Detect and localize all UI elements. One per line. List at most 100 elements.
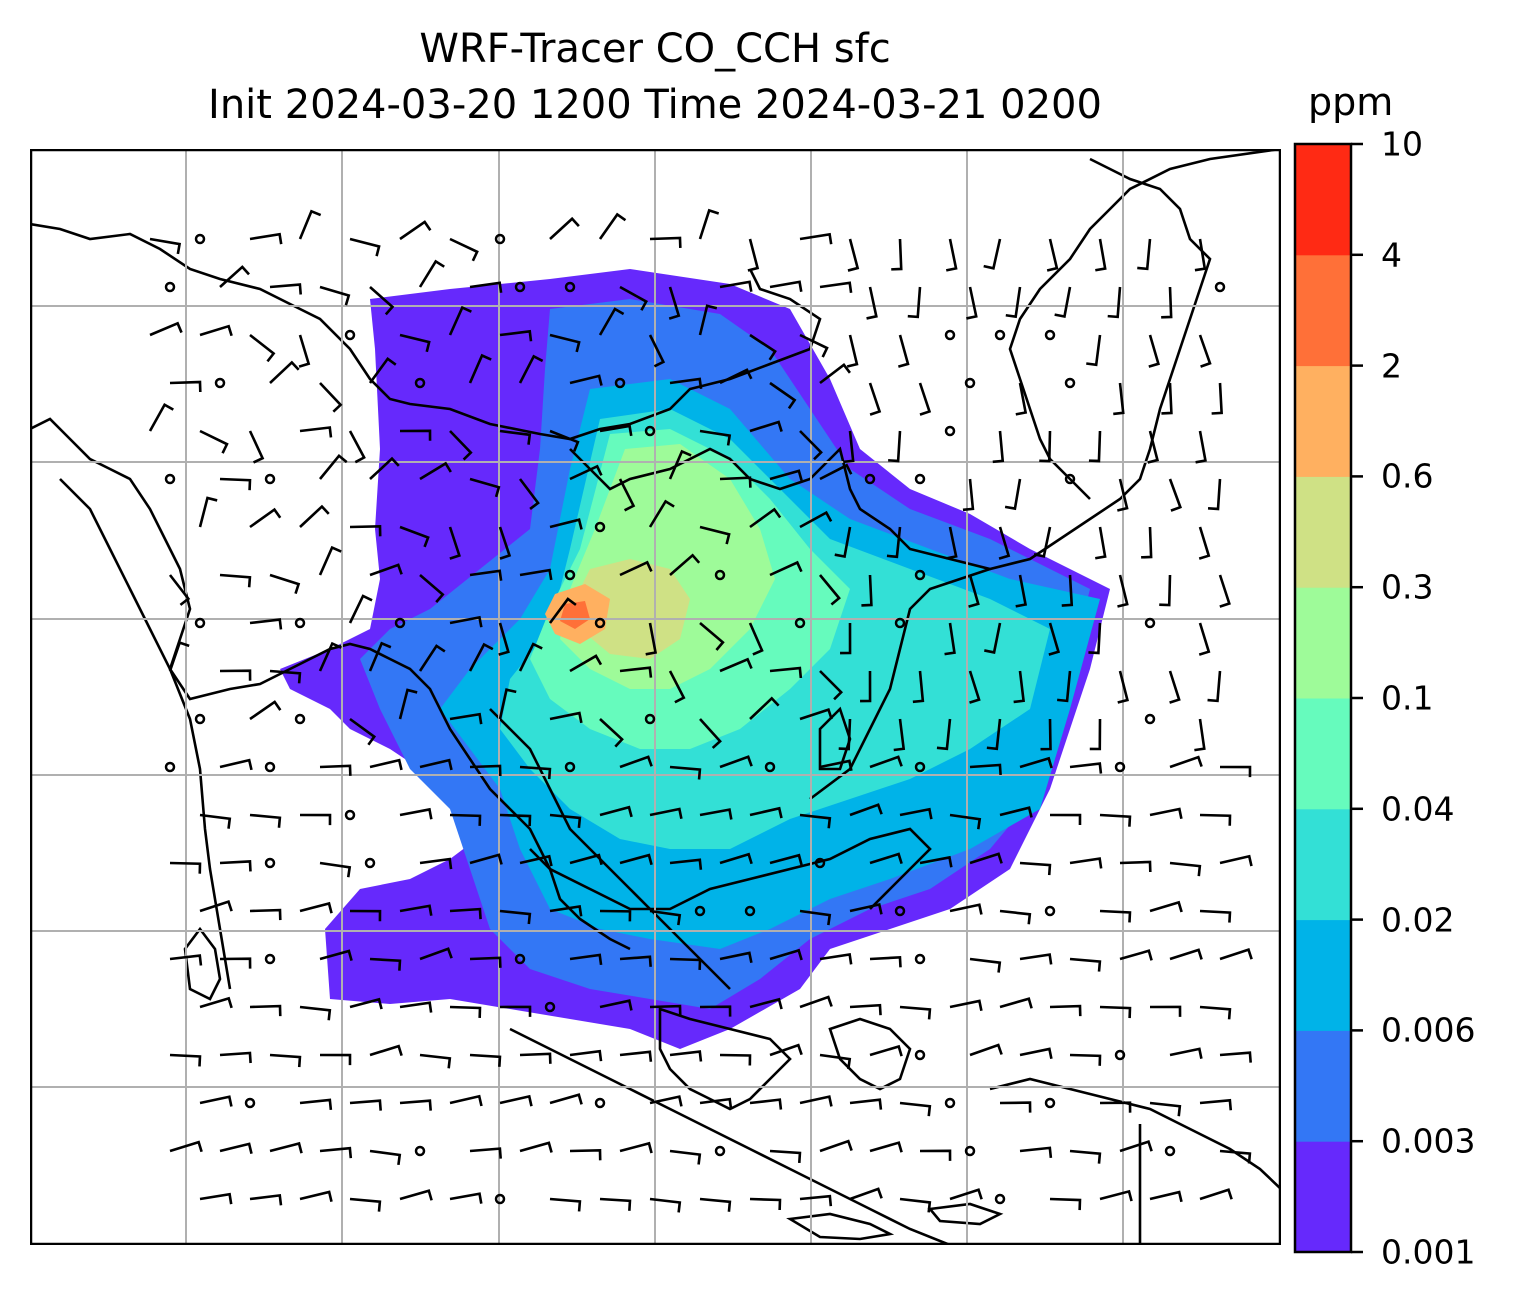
wind-barb: [199, 1192, 233, 1205]
wind-barb: [968, 574, 980, 608]
wind-barb: [1117, 478, 1129, 512]
wind-barb: [349, 237, 381, 257]
wind-barb: [449, 813, 482, 826]
wind-barb: [819, 363, 851, 385]
calm-wind-marker: [194, 233, 206, 245]
wind-barb: [949, 1188, 983, 1201]
wind-barb: [949, 813, 982, 830]
wind-barb: [499, 429, 532, 445]
wind-barb: [569, 953, 603, 966]
wind-barb: [719, 657, 753, 673]
wind-barb: [849, 1187, 883, 1201]
wind-barb: [749, 806, 783, 819]
calm-wind-marker: [164, 281, 176, 293]
wind-barb: [649, 807, 683, 820]
wind-barb: [769, 280, 803, 292]
wind-barb: [298, 209, 322, 240]
wind-barb: [549, 333, 581, 353]
calm-wind-marker: [1044, 905, 1056, 917]
wind-barb: [419, 1053, 452, 1069]
wind-barb: [819, 463, 853, 481]
wind-barb: [448, 305, 472, 336]
wind-barb: [968, 670, 981, 704]
calm-wind-marker: [564, 761, 576, 773]
wind-barb: [669, 1050, 703, 1062]
wind-barb: [569, 1049, 603, 1062]
wind-barb: [1199, 909, 1232, 923]
wind-barb: [849, 1003, 882, 1016]
wind-barb: [699, 1097, 733, 1110]
wind-barb: [946, 526, 958, 560]
wind-barb: [1198, 622, 1211, 656]
wind-barb: [1019, 1146, 1053, 1158]
wind-barb: [769, 1149, 802, 1164]
calm-wind-marker: [1164, 1145, 1176, 1157]
wind-barb: [891, 238, 903, 271]
calm-wind-marker: [694, 905, 706, 917]
wind-barb: [249, 700, 282, 721]
colorbar-tick-label: 0.6: [1381, 456, 1434, 496]
wind-barb: [999, 1101, 1032, 1113]
wind-barb: [319, 1053, 352, 1066]
wind-barb: [1169, 755, 1203, 769]
wind-barb: [849, 1098, 883, 1110]
wind-barb: [749, 696, 780, 720]
calm-wind-marker: [564, 569, 576, 581]
wind-barb: [699, 1197, 732, 1212]
wind-barb: [1211, 382, 1223, 415]
wind-barb: [569, 853, 603, 866]
wind-barb: [519, 568, 553, 581]
calm-wind-marker: [794, 617, 806, 629]
wind-barb: [649, 1004, 682, 1017]
wind-barb: [748, 622, 764, 656]
wind-barb: [498, 622, 510, 656]
wind-barb: [1119, 949, 1153, 961]
wind-barb: [1199, 1188, 1233, 1201]
wind-barb: [1149, 807, 1183, 820]
calm-wind-marker: [514, 281, 526, 293]
wind-barb: [249, 507, 282, 529]
wind-barb: [599, 424, 633, 437]
wind-barb: [419, 758, 453, 771]
wind-barb: [949, 999, 983, 1011]
wind-barb: [838, 718, 852, 751]
wind-barb: [418, 259, 445, 288]
wind-barb: [399, 525, 430, 548]
wind-barb: [419, 857, 453, 870]
wind-barb: [648, 499, 675, 528]
wind-barb: [249, 1193, 283, 1206]
wind-barb: [299, 1098, 333, 1110]
wind-barb: [1149, 1101, 1182, 1117]
wind-barb: [899, 1101, 932, 1117]
wind-barb: [399, 1189, 433, 1201]
wind-barb: [519, 1141, 553, 1153]
wind-barb: [168, 574, 191, 606]
wind-barb: [1015, 574, 1028, 608]
wind-barb: [499, 909, 532, 925]
wind-barb: [649, 236, 682, 248]
wind-barb: [999, 997, 1033, 1009]
wind-barb: [518, 642, 543, 672]
tracer-concentration-field: [280, 269, 1110, 1049]
wind-barb: [469, 1147, 502, 1159]
wind-barb: [869, 852, 903, 865]
wind-barb: [219, 573, 252, 588]
wind-barb: [1049, 813, 1082, 826]
map-gridlines: [30, 149, 1281, 1245]
wind-barb: [499, 1094, 533, 1107]
wind-barb: [469, 1053, 502, 1067]
wind-barb: [1089, 718, 1102, 751]
wind-barb: [318, 545, 342, 576]
wind-barb: [199, 996, 233, 1009]
wind-barb: [318, 453, 348, 480]
wind-barb: [1199, 813, 1232, 826]
colorbar-segment: [1295, 476, 1351, 588]
wind-barb: [399, 220, 432, 241]
wind-barb: [198, 496, 218, 528]
wind-barb: [449, 1192, 483, 1204]
wind-barb: [418, 644, 446, 672]
calm-wind-marker: [414, 377, 426, 389]
wind-barb: [249, 1004, 282, 1017]
wind-barb: [269, 573, 301, 595]
colorbar-tick-label: 0.3: [1381, 567, 1434, 607]
